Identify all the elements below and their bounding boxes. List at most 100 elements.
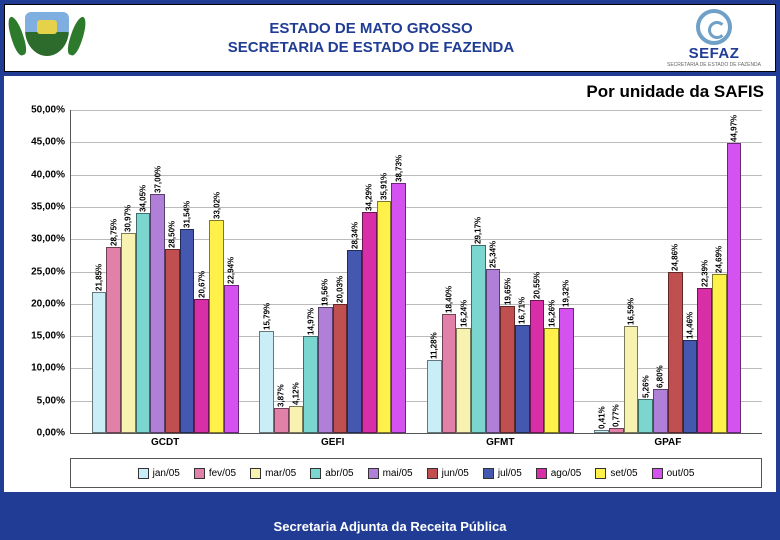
- bar: 16,59%: [624, 326, 639, 433]
- legend-label: mai/05: [383, 468, 413, 479]
- y-axis-label: 45,00%: [13, 137, 65, 148]
- legend-swatch-icon: [368, 468, 379, 479]
- bar-value-label: 20,67%: [197, 271, 206, 300]
- bar-value-label: 22,94%: [227, 257, 236, 286]
- legend-item: mai/05: [368, 468, 413, 479]
- bar: 22,94%: [224, 285, 239, 433]
- legend-item: mar/05: [250, 468, 296, 479]
- bar-value-label: 34,05%: [139, 185, 148, 214]
- bar-value-label: 19,32%: [562, 280, 571, 309]
- bar-value-label: 22,39%: [700, 260, 709, 289]
- legend-swatch-icon: [483, 468, 494, 479]
- bar-value-label: 4,12%: [291, 383, 300, 408]
- legend-label: abr/05: [325, 468, 353, 479]
- legend-item: abr/05: [310, 468, 353, 479]
- bar-value-label: 31,54%: [183, 201, 192, 230]
- bar: 38,73%: [391, 183, 406, 433]
- legend-swatch-icon: [138, 468, 149, 479]
- legend-item: out/05: [652, 468, 695, 479]
- bar: 22,39%: [697, 288, 712, 433]
- legend-item: jul/05: [483, 468, 522, 479]
- bar-value-label: 6,80%: [656, 365, 665, 390]
- legend-item: jan/05: [138, 468, 180, 479]
- bar: 29,17%: [471, 245, 486, 433]
- bar: 19,65%: [500, 306, 515, 433]
- bar: 18,40%: [442, 314, 457, 433]
- bar: 14,97%: [303, 336, 318, 433]
- bar-group: GEFI15,79%3,87%4,12%14,97%19,56%20,03%28…: [259, 110, 406, 433]
- bar-value-label: 35,91%: [380, 173, 389, 202]
- bar: 19,56%: [318, 307, 333, 433]
- y-axis-label: 40,00%: [13, 169, 65, 180]
- bar: 11,28%: [427, 360, 442, 433]
- bar: 24,69%: [712, 274, 727, 433]
- bar: 16,71%: [515, 325, 530, 433]
- category-label: GFMT: [427, 437, 574, 448]
- footer-text: Secretaria Adjunta da Receita Pública: [0, 519, 780, 534]
- legend-swatch-icon: [310, 468, 321, 479]
- bar-value-label: 15,79%: [262, 303, 271, 332]
- legend-label: jun/05: [442, 468, 469, 479]
- bar: 28,50%: [165, 249, 180, 433]
- header-line2: SECRETARIA DE ESTADO DE FAZENDA: [83, 39, 659, 56]
- bar: 31,54%: [180, 229, 195, 433]
- bar-value-label: 37,00%: [153, 166, 162, 195]
- sefaz-logo: SEFAZ SECRETARIA DE ESTADO DE FAZENDA: [659, 9, 769, 68]
- sefaz-sub: SECRETARIA DE ESTADO DE FAZENDA: [659, 62, 769, 68]
- bar-value-label: 20,03%: [336, 275, 345, 304]
- legend-item: fev/05: [194, 468, 236, 479]
- legend-swatch-icon: [427, 468, 438, 479]
- bar: 0,77%: [609, 428, 624, 433]
- bar-group: GFMT11,28%18,40%16,24%29,17%25,34%19,65%…: [427, 110, 574, 433]
- bar: 16,26%: [544, 328, 559, 433]
- bar-value-label: 30,97%: [124, 205, 133, 234]
- bar-group: GCDT21,85%28,75%30,97%34,05%37,00%28,50%…: [92, 110, 239, 433]
- y-axis-label: 5,00%: [13, 395, 65, 406]
- y-axis-label: 10,00%: [13, 363, 65, 374]
- plot-region: 0,00%5,00%10,00%15,00%20,00%25,00%30,00%…: [70, 110, 762, 434]
- bar-value-label: 21,85%: [95, 264, 104, 293]
- bar-value-label: 28,34%: [350, 222, 359, 251]
- bar: 14,46%: [683, 340, 698, 433]
- legend-swatch-icon: [652, 468, 663, 479]
- bar-value-label: 16,26%: [547, 300, 556, 329]
- bar: 25,34%: [486, 269, 501, 433]
- category-label: GEFI: [259, 437, 406, 448]
- bar: 33,02%: [209, 220, 224, 433]
- bar-value-label: 16,71%: [518, 297, 527, 326]
- bar: 6,80%: [653, 389, 668, 433]
- bar: 5,26%: [638, 399, 653, 433]
- legend-item: ago/05: [536, 468, 582, 479]
- bar: 16,24%: [456, 328, 471, 433]
- sefaz-swirl-icon: [696, 9, 732, 45]
- bar-value-label: 18,40%: [444, 286, 453, 315]
- bar: 19,32%: [559, 308, 574, 433]
- bar-value-label: 11,28%: [430, 332, 439, 361]
- y-axis-label: 0,00%: [13, 428, 65, 439]
- legend-label: jan/05: [153, 468, 180, 479]
- bar-value-label: 28,75%: [109, 219, 118, 248]
- legend-label: out/05: [667, 468, 695, 479]
- bar-value-label: 25,34%: [488, 241, 497, 270]
- header-titles: ESTADO DE MATO GROSSO SECRETARIA DE ESTA…: [83, 20, 659, 56]
- bar: 35,91%: [377, 201, 392, 433]
- legend-label: ago/05: [551, 468, 582, 479]
- bar-value-label: 24,86%: [671, 244, 680, 273]
- bar-value-label: 29,17%: [474, 216, 483, 245]
- legend-label: jul/05: [498, 468, 522, 479]
- y-axis-label: 15,00%: [13, 331, 65, 342]
- y-axis-label: 50,00%: [13, 105, 65, 116]
- legend-swatch-icon: [595, 468, 606, 479]
- legend-label: mar/05: [265, 468, 296, 479]
- header-line1: ESTADO DE MATO GROSSO: [83, 20, 659, 37]
- bar-value-label: 16,24%: [459, 300, 468, 329]
- bar-value-label: 24,69%: [715, 245, 724, 274]
- bar: 44,97%: [727, 143, 742, 434]
- bar: 34,05%: [136, 213, 151, 433]
- bar: 0,41%: [594, 430, 609, 433]
- y-axis-label: 30,00%: [13, 234, 65, 245]
- bar: 20,67%: [194, 299, 209, 433]
- legend-item: jun/05: [427, 468, 469, 479]
- bar-value-label: 34,29%: [365, 183, 374, 212]
- bar: 15,79%: [259, 331, 274, 433]
